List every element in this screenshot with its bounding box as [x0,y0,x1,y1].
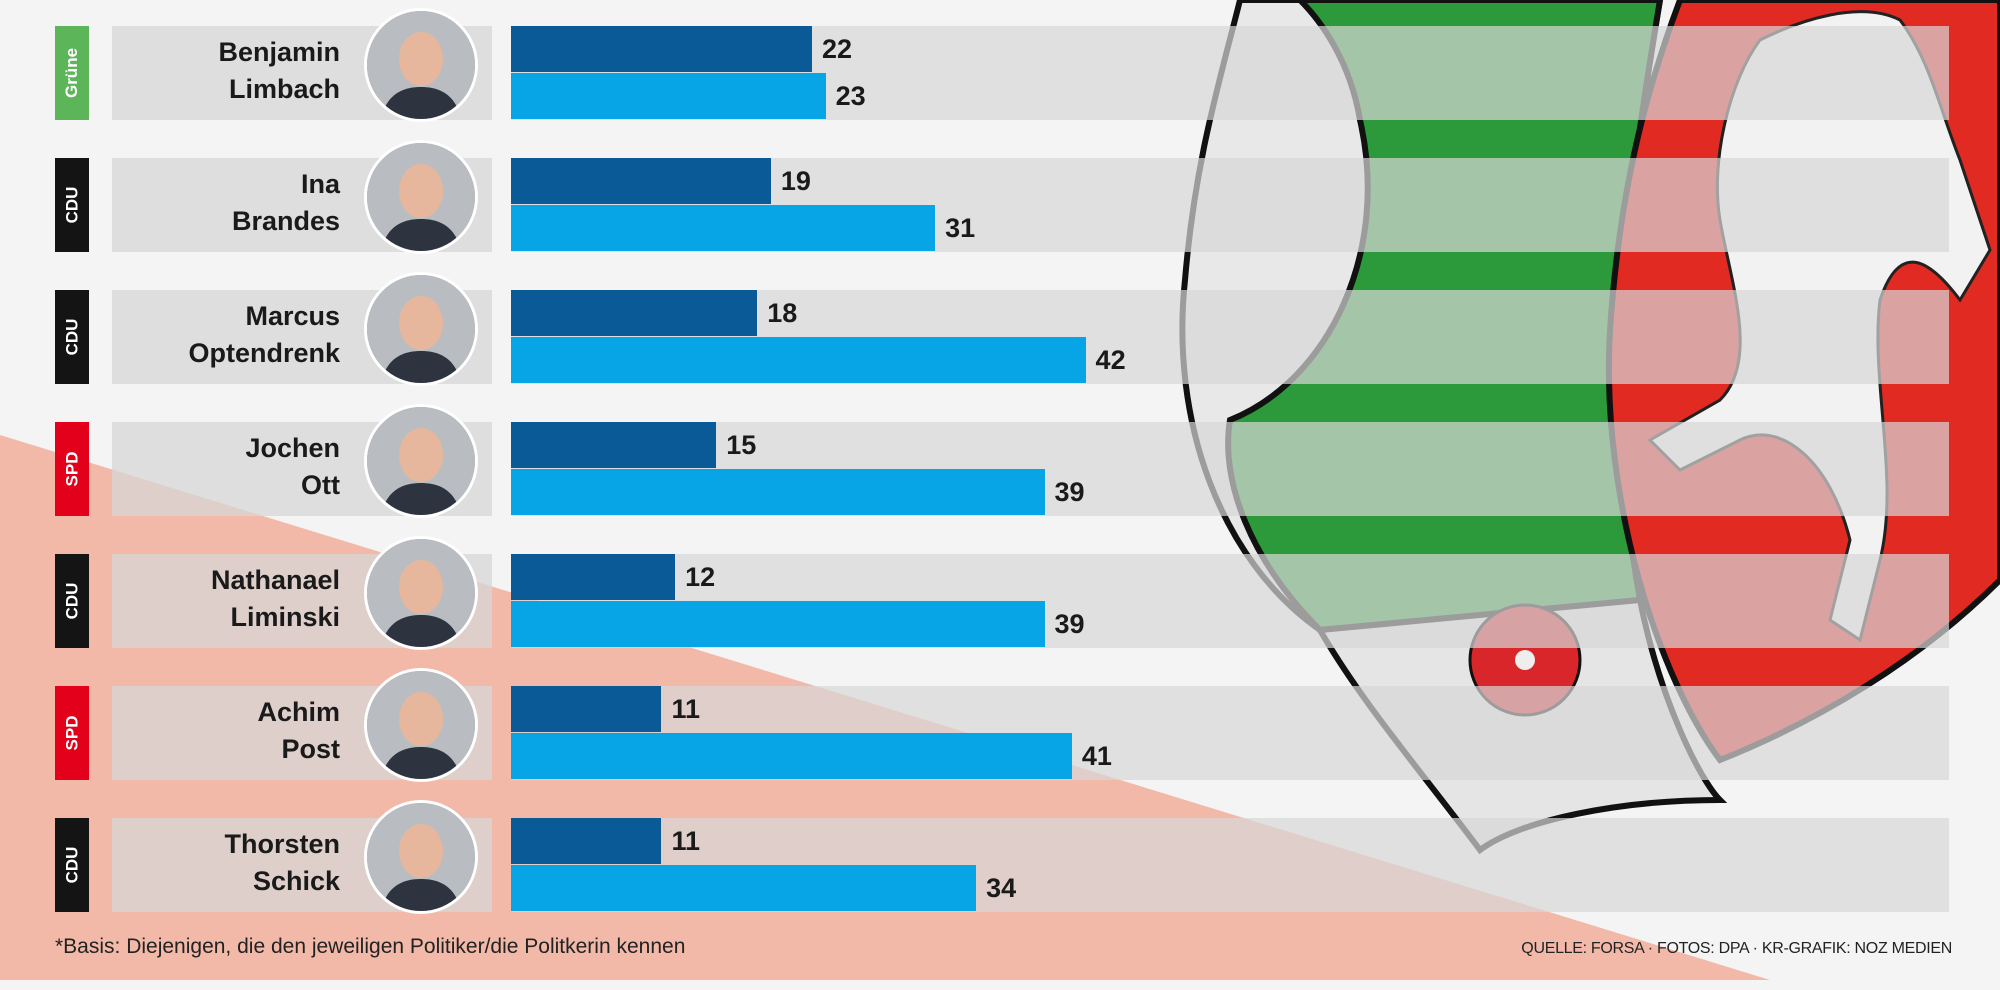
bar-light [511,601,1045,647]
portrait-icon [367,11,475,119]
data-label: 11 [671,694,701,724]
chart-row: CDU Nathanael Liminski 12 39 [0,536,2000,650]
party-label: SPD [55,422,89,516]
bar-dark [511,422,717,468]
data-label: 42 [1095,345,1126,375]
politician-name: Thorsten Schick [224,826,340,900]
first-name: Benjamin [218,37,340,67]
party-text: CDU [62,318,81,356]
first-name: Jochen [245,433,340,463]
party-text: Grüne [62,47,81,99]
first-name: Marcus [245,301,340,331]
party-text: CDU [62,846,81,884]
portrait-icon [367,803,475,911]
portrait-icon [367,539,475,647]
bar-dark [511,26,812,72]
chart-row: Grüne Benjamin Limbach 22 23 [0,8,2000,122]
data-label: 31 [945,213,976,243]
portrait-icon [367,275,475,383]
data-label: 19 [780,166,811,196]
bar-light [511,865,977,911]
data-label: 12 [685,562,716,592]
politician-name: Achim Post [257,694,340,768]
politician-name: Nathanael Liminski [211,562,340,636]
bar-dark [511,686,662,732]
last-name: Ott [301,470,340,500]
bar-dark [511,818,662,864]
party-label: Grüne [55,26,89,120]
politician-photo [364,8,478,122]
politician-photo [364,800,478,914]
data-label: 22 [821,34,852,64]
last-name: Liminski [230,602,340,632]
party-text: CDU [62,582,81,620]
politician-name: Benjamin Limbach [218,34,340,108]
politician-photo [364,140,478,254]
data-label: 34 [986,873,1017,903]
bar-dark [511,158,771,204]
data-label: 11 [671,826,701,856]
last-name: Schick [252,866,340,896]
bar-light [511,733,1072,779]
chart-row: CDU Marcus Optendrenk 18 42 [0,272,2000,386]
party-label: CDU [55,290,89,384]
bar-light [511,469,1045,515]
chart-row: SPD Jochen Ott 15 39 [0,404,2000,518]
bar-dark [511,554,676,600]
bar-light [511,337,1086,383]
first-name: Ina [300,169,340,199]
bar-light [511,73,826,119]
last-name: Optendrenk [188,338,340,368]
data-label: 39 [1054,477,1085,507]
last-name: Brandes [231,206,340,236]
chart-row: CDU Ina Brandes 19 31 [0,140,2000,254]
party-text: SPD [62,715,81,751]
last-name: Post [281,734,340,764]
politician-name: Ina Brandes [232,166,340,240]
first-name: Nathanael [210,565,340,595]
politician-name: Marcus Optendrenk [188,298,340,372]
data-label: 23 [835,81,866,111]
politician-photo [364,668,478,782]
data-label: 39 [1054,609,1085,639]
bar-dark [511,290,758,336]
portrait-icon [367,143,475,251]
portrait-icon [367,671,475,779]
portrait-icon [367,407,475,515]
party-label: SPD [55,686,89,780]
source-credit: QUELLE: FORSA · FOTOS: DPA · KR-GRAFIK: … [1521,940,1952,957]
politician-photo [364,272,478,386]
data-label: 41 [1081,741,1112,771]
politician-name: Jochen Ott [245,430,340,504]
party-text: SPD [62,451,81,487]
chart-row: SPD Achim Post 11 41 [0,668,2000,782]
first-name: Thorsten [224,829,340,859]
party-label: CDU [55,158,89,252]
politician-photo [364,536,478,650]
party-label: CDU [55,818,89,912]
first-name: Achim [257,697,340,727]
party-label: CDU [55,554,89,648]
bar-light [511,205,936,251]
politician-photo [364,404,478,518]
data-label: 15 [726,430,757,460]
data-label: 18 [767,298,798,328]
last-name: Limbach [228,74,340,104]
party-text: CDU [62,186,81,224]
footnote: *Basis: Diejenigen, die den jeweiligen P… [55,935,686,958]
chart-row: CDU Thorsten Schick 11 34 [0,800,2000,914]
